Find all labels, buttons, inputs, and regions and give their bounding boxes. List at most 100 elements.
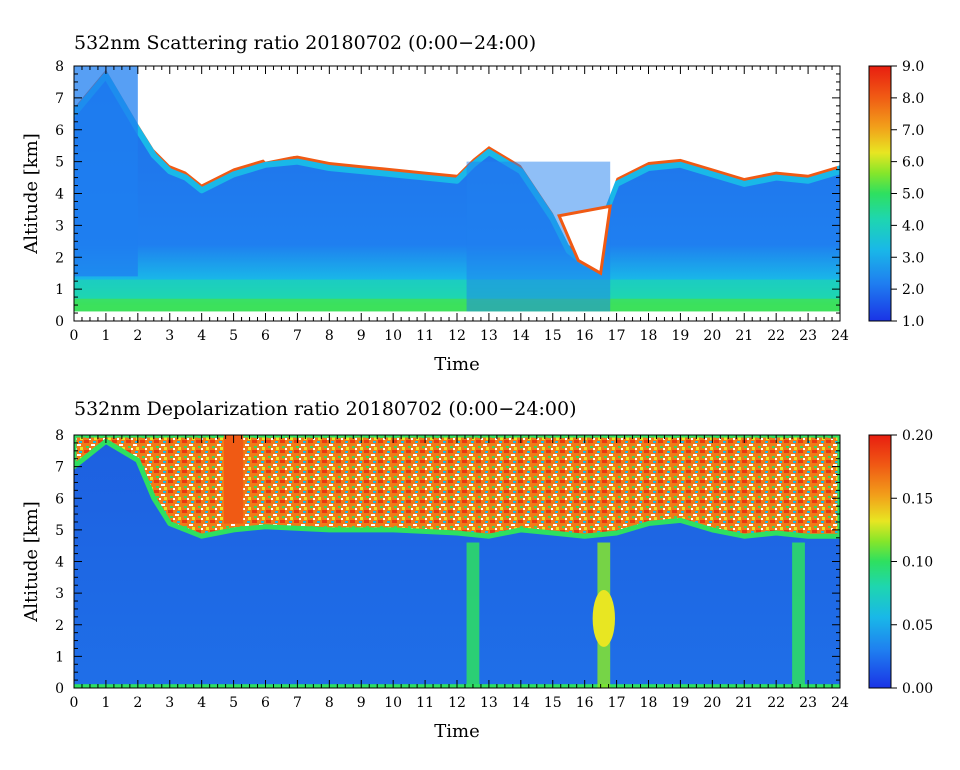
x-tick-label: 24 bbox=[831, 695, 849, 711]
panel2-colorbar bbox=[868, 434, 892, 689]
panel1-axes: 0 1 2 3 4 5 6 7 8 9 10 11 12 13 14 15 16 17 18 19 20 21 22 23 24… bbox=[55, 59, 849, 344]
panel1-colorbar bbox=[868, 65, 892, 322]
x-tick-label: 20 bbox=[703, 695, 721, 711]
x-tick-label: 21 bbox=[735, 328, 753, 344]
x-tick-label: 15 bbox=[544, 328, 562, 344]
y-tick-label: 8 bbox=[55, 428, 64, 444]
x-tick-label: 19 bbox=[672, 695, 690, 711]
x-tick-label: 13 bbox=[480, 328, 498, 344]
panel2-axes: 0 1 2 3 4 5 6 7 8 9 10 11 12 13 14 15 16 17 18 19 20 21 22 23 24… bbox=[55, 428, 849, 711]
morning-column bbox=[74, 66, 138, 277]
colorbar-tick-label: 0.15 bbox=[902, 491, 933, 507]
y-tick-label: 7 bbox=[55, 91, 64, 107]
x-tick-label: 12 bbox=[448, 328, 466, 344]
x-tick-label: 18 bbox=[640, 328, 658, 344]
x-tick-label: 3 bbox=[165, 328, 174, 344]
x-tick-label: 19 bbox=[672, 328, 690, 344]
x-tick-label: 0 bbox=[70, 328, 79, 344]
y-tick-label: 2 bbox=[55, 618, 64, 634]
panel1-xlabel: Time bbox=[434, 354, 479, 375]
y-tick-label: 8 bbox=[55, 59, 64, 75]
x-tick-label: 16 bbox=[576, 695, 594, 711]
x-tick-label: 15 bbox=[544, 695, 562, 711]
colorbar-tick-label: 4.0 bbox=[902, 218, 924, 234]
colorbar-tick-label: 6.0 bbox=[902, 155, 924, 171]
colorbar-tick-label: 0.10 bbox=[902, 555, 933, 571]
colorbar-tick-label: 0.00 bbox=[902, 681, 933, 697]
x-tick-label: 16 bbox=[576, 328, 594, 344]
y-tick-label: 0 bbox=[55, 314, 64, 330]
colorbar-tick-label: 1.0 bbox=[902, 314, 924, 330]
panel2-xlabel: Time bbox=[434, 721, 479, 742]
colorbar-tick-label: 5.0 bbox=[902, 187, 924, 203]
boundary-layer bbox=[74, 298, 840, 312]
y-tick-label: 0 bbox=[55, 681, 64, 697]
panel2-ylabel: Altitude [km] bbox=[21, 501, 42, 623]
x-tick-label: 17 bbox=[608, 695, 626, 711]
y-tick-label: 6 bbox=[55, 123, 64, 139]
panel2-colorbar-ticks: 0.00 0.05 0.10 0.15 0.20 bbox=[891, 428, 933, 697]
y-tick-label: 7 bbox=[55, 460, 64, 476]
x-tick-label: 20 bbox=[703, 328, 721, 344]
panel2-heatmap bbox=[74, 435, 840, 688]
panel1-colorbar-ticks: 1.0 2.0 3.0 4.0 5.0 6.0 7.0 8.0 9.0 bbox=[891, 59, 924, 330]
y-tick-label: 2 bbox=[55, 250, 64, 266]
clear-sky bbox=[74, 66, 840, 165]
x-tick-label: 23 bbox=[799, 328, 817, 344]
panel1-title: 532nm Scattering ratio 20180702 (0:00−24… bbox=[74, 32, 536, 54]
y-tick-label: 1 bbox=[55, 649, 64, 665]
x-tick-label: 23 bbox=[799, 695, 817, 711]
x-tick-label: 8 bbox=[325, 328, 334, 344]
y-tick-label: 1 bbox=[55, 282, 64, 298]
x-tick-label: 6 bbox=[261, 328, 270, 344]
x-tick-label: 24 bbox=[831, 328, 849, 344]
colorbar-tick-label: 0.05 bbox=[902, 618, 933, 634]
colorbar-tick-label: 8.0 bbox=[902, 91, 924, 107]
x-tick-label: 14 bbox=[512, 695, 530, 711]
x-tick-label: 0 bbox=[70, 695, 79, 711]
depol-streak bbox=[792, 542, 805, 688]
panel2-title: 532nm Depolarization ratio 20180702 (0:0… bbox=[74, 398, 576, 420]
y-tick-label: 3 bbox=[55, 218, 64, 234]
colorbar-tick-label: 2.0 bbox=[902, 282, 924, 298]
x-tick-label: 3 bbox=[165, 695, 174, 711]
colorbar-tick-label: 7.0 bbox=[902, 123, 924, 139]
aerosol-layer bbox=[74, 279, 840, 299]
x-tick-label: 13 bbox=[480, 695, 498, 711]
y-tick-label: 4 bbox=[55, 555, 64, 571]
x-tick-label: 1 bbox=[101, 695, 110, 711]
x-tick-label: 1 bbox=[101, 328, 110, 344]
y-tick-label: 4 bbox=[55, 187, 64, 203]
x-tick-label: 17 bbox=[608, 328, 626, 344]
x-tick-label: 12 bbox=[448, 695, 466, 711]
x-tick-label: 22 bbox=[767, 695, 785, 711]
x-tick-label: 7 bbox=[293, 328, 302, 344]
colorbar-tick-label: 9.0 bbox=[902, 59, 924, 75]
x-tick-label: 11 bbox=[416, 328, 434, 344]
x-tick-label: 2 bbox=[133, 328, 142, 344]
x-tick-label: 9 bbox=[357, 328, 366, 344]
y-tick-label: 3 bbox=[55, 586, 64, 602]
streak-5h bbox=[224, 435, 244, 524]
x-tick-label: 9 bbox=[357, 695, 366, 711]
x-tick-label: 14 bbox=[512, 328, 530, 344]
x-tick-label: 11 bbox=[416, 695, 434, 711]
x-tick-label: 4 bbox=[197, 695, 206, 711]
x-tick-label: 22 bbox=[767, 328, 785, 344]
y-tick-label: 5 bbox=[55, 523, 64, 539]
x-tick-label: 5 bbox=[229, 328, 238, 344]
x-tick-label: 5 bbox=[229, 695, 238, 711]
x-tick-label: 10 bbox=[384, 695, 402, 711]
panel1-ylabel: Altitude [km] bbox=[21, 133, 42, 255]
panel1-heatmap bbox=[74, 66, 840, 321]
depol-streak bbox=[466, 542, 480, 688]
y-tick-label: 5 bbox=[55, 155, 64, 171]
x-tick-label: 18 bbox=[640, 695, 658, 711]
x-tick-label: 4 bbox=[197, 328, 206, 344]
colorbar-tick-label: 0.20 bbox=[902, 428, 933, 444]
x-tick-label: 21 bbox=[735, 695, 753, 711]
x-tick-label: 10 bbox=[384, 328, 402, 344]
colorbar-tick-label: 3.0 bbox=[902, 250, 924, 266]
x-tick-label: 2 bbox=[133, 695, 142, 711]
